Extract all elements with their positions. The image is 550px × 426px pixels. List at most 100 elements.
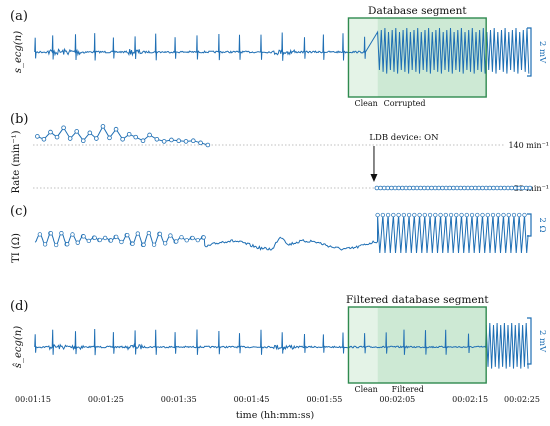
- panel-a-clean-region: [348, 18, 378, 97]
- ti-marker: [184, 238, 189, 243]
- ti-marker: [190, 235, 195, 241]
- ti-marker: [522, 212, 527, 218]
- rate-point: [509, 185, 514, 191]
- ti-marker: [412, 212, 417, 218]
- ti-marker: [168, 233, 173, 238]
- rate-point: [418, 185, 423, 191]
- ti-marker: [75, 240, 80, 245]
- ti-marker: [396, 212, 401, 218]
- ti-marker: [475, 212, 480, 218]
- rate-point: [465, 185, 471, 191]
- panel-a-ecg-trace: [34, 27, 530, 74]
- x-tick-label: 00:02:15: [452, 395, 488, 404]
- panel-d-box-title: Filtered database segment: [346, 294, 489, 306]
- rate-point: [400, 185, 405, 191]
- x-tick-label: 00:01:15: [15, 395, 51, 404]
- rate-point: [54, 134, 60, 140]
- ti-marker: [454, 212, 459, 218]
- rate-point: [432, 185, 438, 191]
- ti-marker: [401, 212, 406, 218]
- ti-marker: [480, 212, 485, 218]
- panel-a-letter: (a): [10, 9, 28, 24]
- rate-point: [381, 185, 387, 191]
- rate-point: [183, 139, 189, 144]
- ti-marker: [70, 232, 75, 237]
- rate-point: [472, 185, 478, 191]
- ti-marker: [92, 235, 97, 240]
- rate-point: [513, 185, 518, 191]
- ti-marker: [433, 212, 438, 218]
- ti-marker: [151, 242, 157, 247]
- rate-point: [176, 138, 182, 144]
- ti-marker: [97, 237, 103, 243]
- x-tick-label: 00:01:45: [234, 395, 270, 404]
- ti-marker: [443, 212, 448, 218]
- ti-marker: [125, 232, 130, 238]
- rate-point: [476, 185, 482, 191]
- ti-marker: [506, 212, 511, 218]
- x-tick-label: 00:01:55: [306, 395, 342, 404]
- rate-point: [487, 185, 493, 191]
- rate-point: [100, 124, 106, 129]
- ti-marker: [422, 212, 427, 218]
- x-tick-label: 00:02:05: [379, 395, 415, 404]
- ti-marker: [86, 238, 91, 244]
- panel-a-box-corrupted-label: Corrupted: [384, 99, 426, 108]
- ti-marker: [37, 232, 42, 237]
- rate-point: [411, 185, 416, 191]
- ti-marker: [146, 230, 151, 236]
- ti-marker: [102, 235, 108, 241]
- rate-point: [161, 139, 167, 144]
- ti-marker: [391, 212, 396, 218]
- rate-point: [407, 185, 412, 191]
- ti-marker: [130, 241, 135, 246]
- rate-point: [498, 185, 504, 191]
- ti-marker: [174, 239, 179, 244]
- rate-point: [443, 185, 449, 191]
- panel-a-ylabel: s_ecg(n): [13, 31, 24, 73]
- ti-marker: [163, 241, 168, 246]
- rate-point: [454, 185, 460, 191]
- ti-marker: [114, 234, 119, 240]
- panel-a-scale-bar: [527, 27, 532, 77]
- ti-marker: [48, 231, 54, 236]
- rate-point: [94, 136, 99, 141]
- panel-c-letter: (c): [10, 204, 27, 219]
- panel-d-box-clean-label: Clean: [354, 385, 377, 394]
- ti-marker: [65, 242, 70, 247]
- ti-marker: [141, 242, 146, 247]
- ti-marker: [195, 237, 200, 243]
- ti-marker: [417, 212, 422, 218]
- rate-point: [389, 185, 394, 191]
- rate-point: [462, 185, 467, 191]
- rate-point: [451, 185, 456, 191]
- ti-marker: [517, 212, 522, 218]
- panel-a-scale-label: 2 mV: [537, 41, 547, 64]
- ti-marker: [459, 212, 464, 218]
- rate-point: [190, 138, 196, 144]
- panel-d-scale-label: 2 mV: [537, 330, 547, 353]
- panel-d-ylabel: ŝ_ecg(n): [13, 326, 24, 368]
- x-tick-label: 00:01:25: [88, 395, 124, 404]
- panel-d-filtered-region: [377, 307, 487, 383]
- ti-marker: [438, 212, 443, 218]
- ti-marker: [135, 231, 140, 236]
- rate-point: [113, 126, 119, 132]
- panel-c-ti-series: [34, 212, 529, 254]
- panel-b-rate-series: [35, 124, 533, 191]
- panel-d-box-border: [347, 306, 487, 384]
- rate-point: [491, 185, 496, 191]
- rate-point: [133, 134, 139, 140]
- rate-point: [483, 185, 489, 191]
- rate-point: [169, 137, 174, 143]
- rate-point: [374, 185, 380, 191]
- panel-c-ylabel: TI (Ω): [11, 233, 22, 263]
- rate-point: [469, 185, 474, 191]
- ti-marker: [448, 212, 454, 218]
- rate-point: [385, 185, 391, 191]
- panel-d-clean-region: [348, 307, 378, 383]
- ti-marker: [108, 238, 114, 243]
- ldb-annotation: LDB device: ON: [369, 133, 439, 143]
- rate-point: [205, 142, 211, 148]
